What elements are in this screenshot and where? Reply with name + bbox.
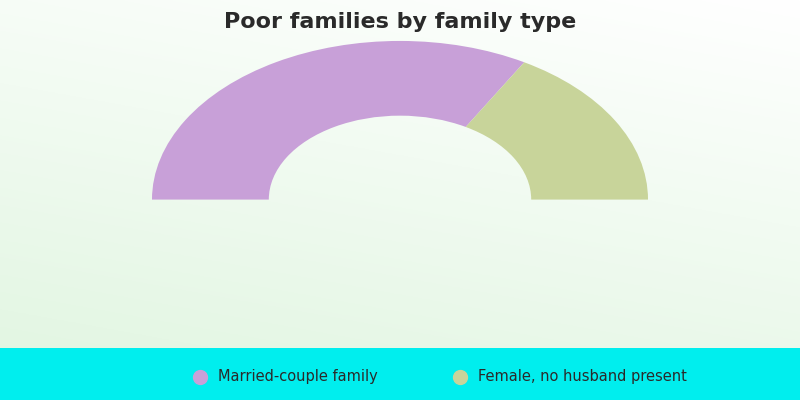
Wedge shape (152, 41, 524, 200)
Wedge shape (466, 62, 648, 200)
Text: Poor families by family type: Poor families by family type (224, 12, 576, 32)
Text: Married-couple family: Married-couple family (218, 369, 378, 384)
Text: Female, no husband present: Female, no husband present (478, 369, 686, 384)
